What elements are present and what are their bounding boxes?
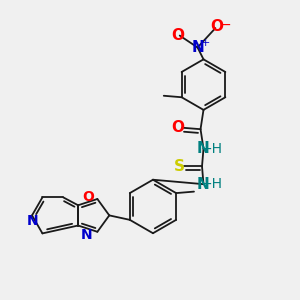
Text: −H: −H (201, 142, 223, 155)
Text: N: N (80, 228, 92, 242)
Text: O: O (172, 28, 185, 43)
Text: N: N (27, 214, 38, 228)
Text: N: N (197, 177, 210, 192)
Text: O: O (210, 19, 223, 34)
Text: −H: −H (201, 177, 223, 191)
Text: N: N (191, 40, 204, 55)
Text: O: O (171, 120, 184, 135)
Text: N: N (197, 141, 210, 156)
Text: −: − (219, 18, 231, 32)
Text: +: + (200, 38, 210, 48)
Text: S: S (174, 159, 185, 174)
Text: O: O (82, 190, 94, 204)
